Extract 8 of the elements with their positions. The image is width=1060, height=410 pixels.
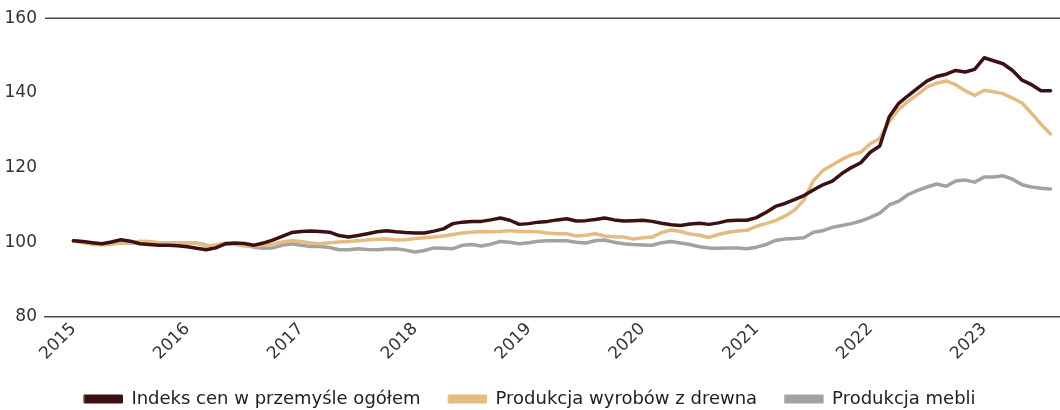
y-tick-label: 140 — [4, 81, 37, 102]
legend-label: Produkcja mebli — [832, 386, 976, 408]
legend-label: Produkcja wyrobów z drewna — [495, 386, 758, 408]
y-tick-label: 160 — [4, 6, 37, 27]
y-tick-label: 100 — [4, 230, 37, 251]
y-tick-label: 120 — [4, 156, 37, 177]
y-tick-label: 80 — [15, 305, 37, 326]
legend-label: Indeks cen w przemyśle ogółem — [131, 386, 421, 408]
